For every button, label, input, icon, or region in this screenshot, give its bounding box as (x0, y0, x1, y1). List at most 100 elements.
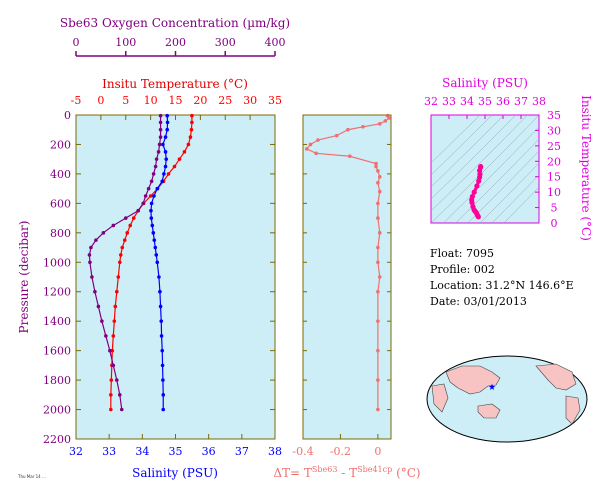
pressure-tick-label: 600 (50, 197, 71, 210)
delta-point (346, 127, 350, 132)
temperature-tick-label: -5 (71, 94, 82, 107)
oxygen-tick-label: 400 (265, 36, 286, 49)
temperature-point (128, 223, 133, 228)
salinity-tick-label: 32 (69, 445, 83, 458)
ts-point (471, 189, 477, 195)
delta-point (383, 119, 388, 123)
salinity-point (161, 407, 166, 412)
oxygen-point (146, 186, 151, 191)
salinity-point (151, 231, 156, 235)
density-contour (431, 115, 505, 188)
temperature-point (166, 172, 171, 176)
float-info: Float: 7095 Profile: 002 Location: 31.2°… (430, 246, 574, 310)
salinity-point (152, 238, 157, 242)
delta-axes: -0.4 -0.2 0 (292, 114, 391, 458)
density-contour (431, 115, 539, 223)
profile-panel-background (75, 114, 276, 440)
oxygen-point (108, 348, 112, 353)
delta-point (376, 378, 380, 382)
density-contour (431, 115, 528, 212)
pressure-axis-label: Pressure (decibar) (17, 221, 31, 334)
map-land-asia (445, 365, 501, 395)
ts-point (470, 204, 476, 210)
pressure-tick-label: 1800 (43, 374, 71, 387)
ts-salinity-tick-label: 33 (442, 95, 456, 108)
oxygen-point (153, 164, 158, 169)
delta-point (361, 124, 365, 129)
oxygen-point (88, 260, 92, 265)
delta-marks (304, 113, 391, 412)
profile-axes: 0200400600800100012001400160018002000220… (43, 36, 286, 458)
temperature-point (120, 245, 125, 250)
delta-point (387, 116, 391, 120)
salinity-point (161, 393, 166, 397)
salinity-point (158, 304, 163, 309)
salinity-point (160, 179, 165, 184)
salinity-point (159, 319, 164, 323)
density-contour (503, 186, 539, 223)
oxygen-point (96, 304, 101, 309)
profile-marks (87, 113, 194, 412)
salinity-point (153, 245, 158, 250)
delta-point (377, 189, 382, 194)
delta-point (308, 142, 313, 147)
oxygen-point (100, 319, 104, 323)
float-id: Float: 7095 (430, 247, 494, 260)
delta-point (376, 169, 380, 173)
temperature-point (177, 157, 182, 161)
footer-stamp: Thu Mar 14 ... (18, 474, 46, 479)
delta-panel-background (302, 114, 392, 440)
salinity-tick-label: 37 (235, 445, 249, 458)
delta-point (334, 133, 339, 138)
salinity-point (160, 363, 165, 368)
pressure-tick-label: 1000 (43, 256, 71, 269)
salinity-point (149, 208, 153, 213)
salinity-tick-label: 34 (135, 445, 149, 458)
salinity-point (152, 194, 156, 198)
salinity-point (155, 186, 160, 191)
oxygen-point (149, 179, 154, 184)
delta-point (304, 147, 309, 151)
oxygen-point (158, 120, 163, 125)
temperature-tick-label: 20 (193, 94, 207, 107)
salinity-tick-label: 33 (102, 445, 116, 458)
pressure-tick-label: 2000 (43, 404, 71, 417)
oxygen-tick-label: 300 (215, 36, 236, 49)
temperature-point (189, 127, 194, 132)
salinity-point (154, 253, 159, 257)
temperature-point (148, 194, 153, 198)
density-contour (431, 115, 493, 176)
delta-panel: -0.4 -0.2 0 ΔT= TSbe63 - TSbe41cp (°C) (273, 113, 421, 480)
delta-point (377, 275, 382, 279)
oxygen-point (111, 363, 116, 368)
ts-axes: 32 33 34 35 36 37 38 0 5 10 15 20 25 30 35 (424, 95, 561, 230)
density-contour (431, 115, 481, 164)
oxygen-point (158, 135, 163, 139)
profile-panel: 0200400600800100012001400160018002000220… (17, 16, 290, 480)
ts-temperature-tick-label: 5 (551, 202, 558, 215)
ts-point (469, 193, 475, 200)
ts-temperature-tick-label: 10 (547, 186, 561, 199)
oxygen-point (158, 113, 163, 118)
salinity-axis-label: Salinity (PSU) (132, 466, 218, 480)
salinity-point (161, 378, 165, 382)
oxygen-point (157, 142, 162, 147)
temperature-tick-label: 25 (218, 94, 232, 107)
delta-point (316, 138, 320, 142)
oxygen-point (143, 194, 148, 198)
density-contour (479, 162, 539, 223)
salinity-point (165, 127, 170, 132)
oxygen-point (111, 223, 116, 228)
density-contour (443, 126, 539, 223)
pressure-tick-label: 0 (64, 109, 71, 122)
pressure-tick-label: 400 (50, 168, 71, 181)
ts-salinity-tick-label: 37 (514, 95, 528, 108)
ts-salinity-tick-label: 32 (424, 95, 438, 108)
oxygen-point (154, 157, 159, 161)
delta-point (376, 289, 380, 294)
oxygen-point (101, 231, 106, 235)
salinity-tick-label: 35 (169, 445, 183, 458)
temperature-tick-label: 5 (122, 94, 129, 107)
oxygen-point (117, 393, 122, 397)
oxygen-point (89, 245, 93, 250)
